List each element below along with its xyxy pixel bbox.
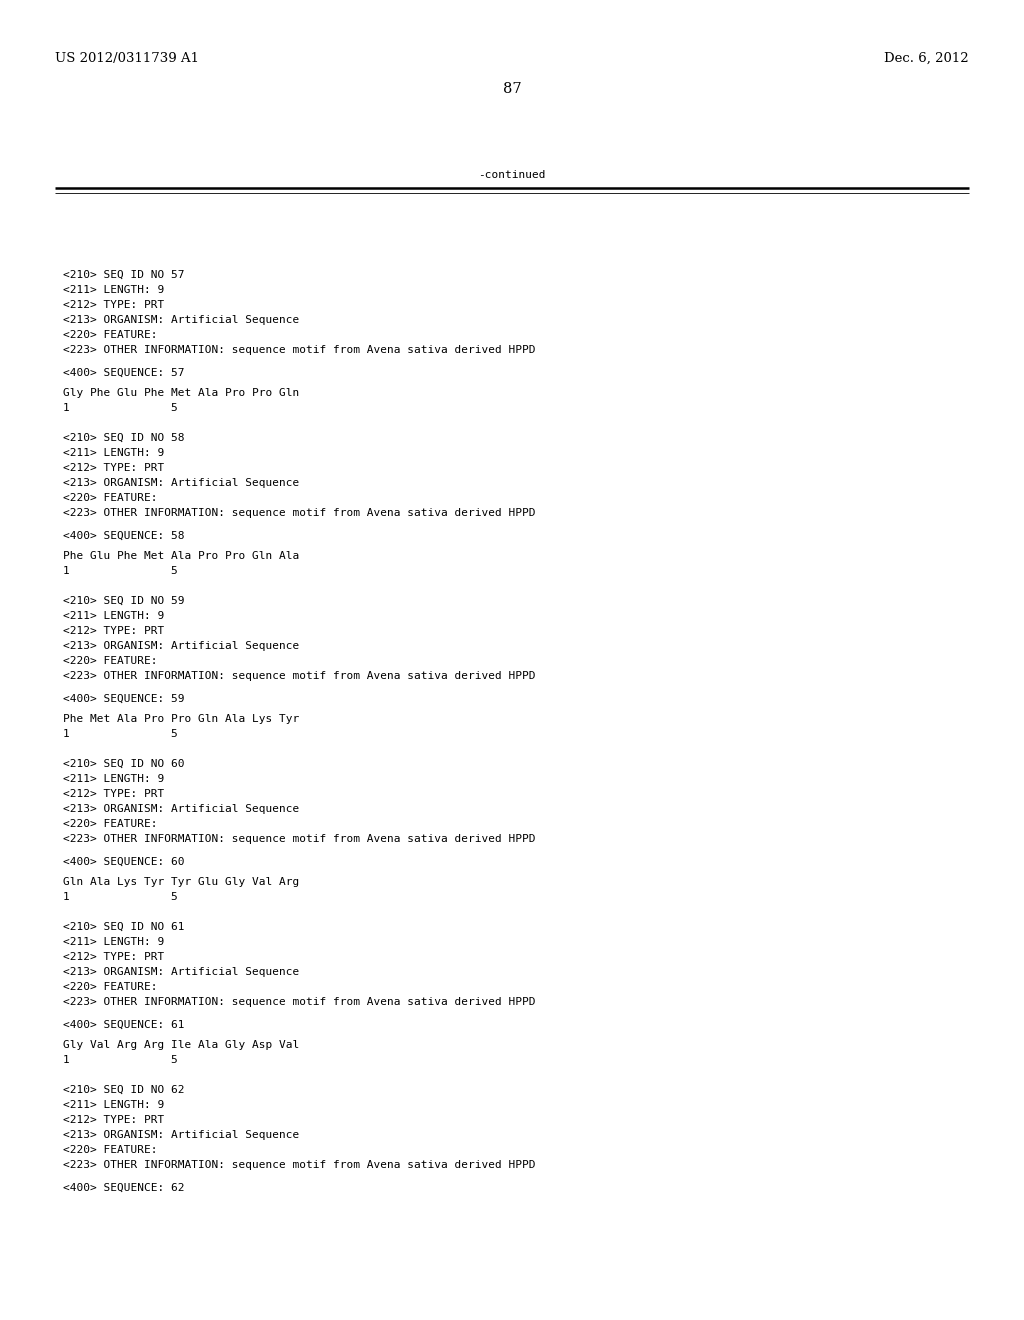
Text: <213> ORGANISM: Artificial Sequence: <213> ORGANISM: Artificial Sequence [63,642,299,651]
Text: <223> OTHER INFORMATION: sequence motif from Avena sativa derived HPPD: <223> OTHER INFORMATION: sequence motif … [63,508,536,517]
Text: <223> OTHER INFORMATION: sequence motif from Avena sativa derived HPPD: <223> OTHER INFORMATION: sequence motif … [63,834,536,843]
Text: <400> SEQUENCE: 59: <400> SEQUENCE: 59 [63,694,184,704]
Text: <213> ORGANISM: Artificial Sequence: <213> ORGANISM: Artificial Sequence [63,804,299,814]
Text: <210> SEQ ID NO 62: <210> SEQ ID NO 62 [63,1085,184,1096]
Text: <213> ORGANISM: Artificial Sequence: <213> ORGANISM: Artificial Sequence [63,1130,299,1140]
Text: <400> SEQUENCE: 58: <400> SEQUENCE: 58 [63,531,184,541]
Text: <400> SEQUENCE: 57: <400> SEQUENCE: 57 [63,368,184,378]
Text: <210> SEQ ID NO 58: <210> SEQ ID NO 58 [63,433,184,444]
Text: <212> TYPE: PRT: <212> TYPE: PRT [63,789,164,799]
Text: <213> ORGANISM: Artificial Sequence: <213> ORGANISM: Artificial Sequence [63,478,299,488]
Text: <211> LENGTH: 9: <211> LENGTH: 9 [63,774,164,784]
Text: <220> FEATURE:: <220> FEATURE: [63,982,158,993]
Text: <220> FEATURE:: <220> FEATURE: [63,656,158,667]
Text: 1               5: 1 5 [63,1055,178,1065]
Text: <213> ORGANISM: Artificial Sequence: <213> ORGANISM: Artificial Sequence [63,315,299,325]
Text: <212> TYPE: PRT: <212> TYPE: PRT [63,952,164,962]
Text: -continued: -continued [478,170,546,180]
Text: <210> SEQ ID NO 57: <210> SEQ ID NO 57 [63,271,184,280]
Text: <210> SEQ ID NO 59: <210> SEQ ID NO 59 [63,597,184,606]
Text: <223> OTHER INFORMATION: sequence motif from Avena sativa derived HPPD: <223> OTHER INFORMATION: sequence motif … [63,345,536,355]
Text: <211> LENGTH: 9: <211> LENGTH: 9 [63,285,164,294]
Text: 87: 87 [503,82,521,96]
Text: <223> OTHER INFORMATION: sequence motif from Avena sativa derived HPPD: <223> OTHER INFORMATION: sequence motif … [63,671,536,681]
Text: <223> OTHER INFORMATION: sequence motif from Avena sativa derived HPPD: <223> OTHER INFORMATION: sequence motif … [63,997,536,1007]
Text: <400> SEQUENCE: 62: <400> SEQUENCE: 62 [63,1183,184,1193]
Text: 1               5: 1 5 [63,566,178,576]
Text: <213> ORGANISM: Artificial Sequence: <213> ORGANISM: Artificial Sequence [63,968,299,977]
Text: Gly Phe Glu Phe Met Ala Pro Pro Gln: Gly Phe Glu Phe Met Ala Pro Pro Gln [63,388,299,399]
Text: <220> FEATURE:: <220> FEATURE: [63,492,158,503]
Text: Gln Ala Lys Tyr Tyr Glu Gly Val Arg: Gln Ala Lys Tyr Tyr Glu Gly Val Arg [63,876,299,887]
Text: US 2012/0311739 A1: US 2012/0311739 A1 [55,51,199,65]
Text: <211> LENGTH: 9: <211> LENGTH: 9 [63,611,164,620]
Text: Phe Met Ala Pro Pro Gln Ala Lys Tyr: Phe Met Ala Pro Pro Gln Ala Lys Tyr [63,714,299,723]
Text: <220> FEATURE:: <220> FEATURE: [63,1144,158,1155]
Text: <220> FEATURE:: <220> FEATURE: [63,330,158,341]
Text: 1               5: 1 5 [63,729,178,739]
Text: 1               5: 1 5 [63,892,178,902]
Text: <212> TYPE: PRT: <212> TYPE: PRT [63,463,164,473]
Text: <211> LENGTH: 9: <211> LENGTH: 9 [63,1100,164,1110]
Text: <210> SEQ ID NO 60: <210> SEQ ID NO 60 [63,759,184,770]
Text: <400> SEQUENCE: 60: <400> SEQUENCE: 60 [63,857,184,867]
Text: <400> SEQUENCE: 61: <400> SEQUENCE: 61 [63,1020,184,1030]
Text: 1               5: 1 5 [63,403,178,413]
Text: <212> TYPE: PRT: <212> TYPE: PRT [63,1115,164,1125]
Text: <212> TYPE: PRT: <212> TYPE: PRT [63,300,164,310]
Text: <220> FEATURE:: <220> FEATURE: [63,818,158,829]
Text: Dec. 6, 2012: Dec. 6, 2012 [885,51,969,65]
Text: <223> OTHER INFORMATION: sequence motif from Avena sativa derived HPPD: <223> OTHER INFORMATION: sequence motif … [63,1160,536,1170]
Text: <211> LENGTH: 9: <211> LENGTH: 9 [63,937,164,946]
Text: <210> SEQ ID NO 61: <210> SEQ ID NO 61 [63,921,184,932]
Text: Phe Glu Phe Met Ala Pro Pro Gln Ala: Phe Glu Phe Met Ala Pro Pro Gln Ala [63,550,299,561]
Text: <211> LENGTH: 9: <211> LENGTH: 9 [63,447,164,458]
Text: Gly Val Arg Arg Ile Ala Gly Asp Val: Gly Val Arg Arg Ile Ala Gly Asp Val [63,1040,299,1049]
Text: <212> TYPE: PRT: <212> TYPE: PRT [63,626,164,636]
